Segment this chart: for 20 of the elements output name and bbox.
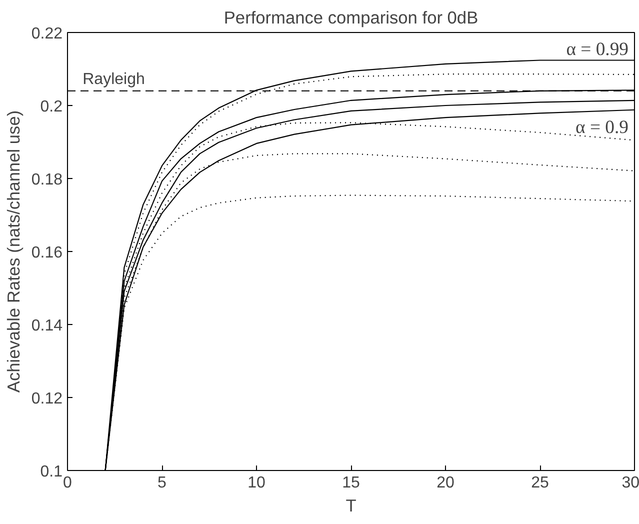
- x-tick-label: 30: [622, 474, 639, 492]
- y-tick-label: 0.18: [31, 172, 63, 188]
- y-tick-label: 0.12: [31, 390, 63, 408]
- y-tick-label: 0.14: [31, 318, 63, 334]
- y-tick-label: 0.2: [40, 98, 63, 116]
- annotation: α = 0.99: [566, 39, 629, 60]
- x-tick-label: 25: [531, 474, 549, 492]
- y-tick-label: 0.22: [31, 26, 63, 42]
- y-tick-label: 0.16: [31, 244, 63, 262]
- ref-line-label: Rayleigh: [82, 70, 145, 88]
- annotation: α = 0.9: [576, 117, 629, 138]
- x-tick-label: 15: [342, 474, 360, 492]
- y-axis-title: Achievable Rates (nats/channel use): [3, 110, 24, 393]
- chart-title: Performance comparison for 0dB: [224, 8, 478, 28]
- x-tick-label: 10: [248, 474, 266, 492]
- x-tick-label: 0: [63, 474, 72, 492]
- y-tick-label: 0.1: [40, 464, 63, 480]
- x-tick-label: 5: [158, 474, 167, 492]
- x-axis-title: T: [346, 496, 357, 516]
- x-tick-label: 20: [436, 474, 454, 492]
